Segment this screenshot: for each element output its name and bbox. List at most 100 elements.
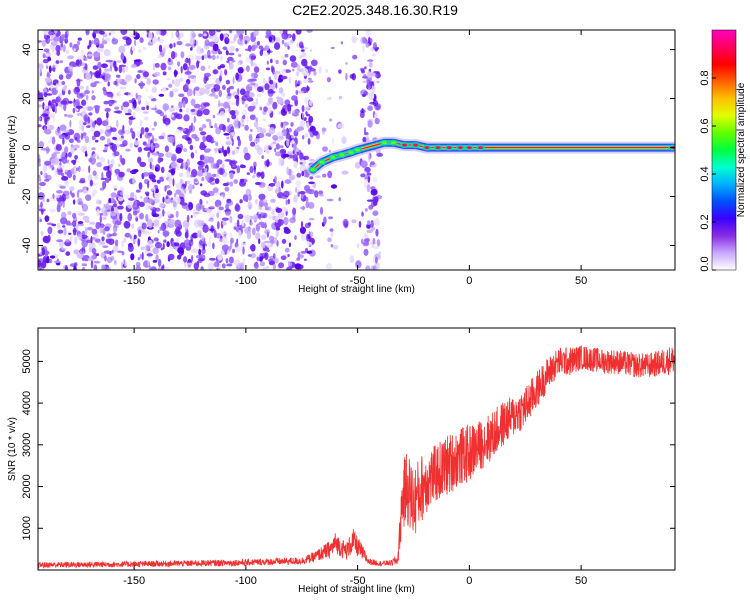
noise-speckle xyxy=(247,225,251,232)
noise-speckle xyxy=(38,66,43,74)
noise-speckle xyxy=(181,186,184,194)
noise-speckle xyxy=(85,150,88,157)
noise-speckle xyxy=(272,101,278,110)
noise-speckle xyxy=(280,158,284,161)
noise-speckle xyxy=(256,93,262,97)
noise-speckle xyxy=(67,55,75,60)
noise-speckle xyxy=(186,229,189,235)
noise-speckle xyxy=(128,99,134,104)
noise-speckle xyxy=(264,252,269,261)
noise-speckle xyxy=(66,114,74,118)
noise-speckle xyxy=(64,113,68,117)
noise-speckle xyxy=(182,100,186,108)
noise-speckle xyxy=(114,66,118,72)
spectrogram-y-axis-title: Frequency (Hz) xyxy=(7,116,18,185)
noise-speckle xyxy=(256,257,261,260)
noise-speckle xyxy=(40,147,48,151)
noise-speckle xyxy=(266,60,269,65)
noise-speckle xyxy=(371,53,376,57)
noise-speckle xyxy=(299,191,306,195)
noise-speckle xyxy=(292,154,298,162)
noise-speckle xyxy=(64,171,70,175)
noise-speckle xyxy=(375,256,378,264)
noise-speckle xyxy=(54,169,58,176)
noise-speckle xyxy=(229,30,232,34)
noise-speckle xyxy=(375,228,379,237)
noise-speckle xyxy=(125,37,132,46)
noise-speckle xyxy=(64,132,71,140)
noise-speckle xyxy=(102,213,106,220)
noise-speckle xyxy=(86,106,94,111)
noise-speckle xyxy=(274,147,277,153)
noise-speckle xyxy=(139,133,142,139)
noise-speckle xyxy=(283,216,289,226)
noise-speckle xyxy=(43,34,47,39)
noise-speckle xyxy=(49,103,56,110)
noise-speckle xyxy=(69,120,72,128)
noise-speckle xyxy=(318,66,322,74)
noise-speckle xyxy=(175,182,182,190)
noise-speckle xyxy=(130,253,135,261)
noise-speckle xyxy=(203,33,207,37)
colorbar: 0.0 0.2 0.4 0.6 0.8 Normalized spectral ampl… xyxy=(699,29,747,272)
noise-speckle xyxy=(202,108,210,116)
noise-speckle xyxy=(175,210,179,218)
noise-speckle xyxy=(127,201,133,209)
noise-speckle xyxy=(219,110,225,117)
noise-speckle xyxy=(89,179,93,187)
noise-speckle xyxy=(157,152,164,158)
noise-speckle xyxy=(170,105,174,108)
noise-speckle xyxy=(280,255,287,261)
noise-speckle xyxy=(188,64,196,70)
noise-speckle xyxy=(299,152,304,161)
noise-speckle xyxy=(150,139,153,144)
noise-speckle xyxy=(229,232,233,240)
noise-speckle xyxy=(370,265,374,270)
noise-speckle xyxy=(199,87,206,95)
noise-speckle xyxy=(213,229,217,239)
noise-speckle xyxy=(265,30,272,36)
noise-speckle xyxy=(79,177,86,184)
noise-speckle xyxy=(288,127,293,133)
noise-speckle xyxy=(300,44,305,49)
noise-speckle xyxy=(215,172,220,180)
noise-speckle xyxy=(310,59,318,67)
noise-speckle xyxy=(190,47,193,51)
noise-speckle xyxy=(158,93,165,97)
noise-speckle xyxy=(200,161,204,168)
noise-speckle xyxy=(141,251,144,261)
noise-speckle xyxy=(151,152,159,156)
noise-speckle xyxy=(165,195,169,200)
noise-speckle xyxy=(308,201,315,209)
noise-speckle xyxy=(255,45,258,49)
noise-speckle xyxy=(366,71,372,79)
noise-speckle xyxy=(105,118,109,123)
noise-speckle xyxy=(93,51,101,58)
noise-speckle xyxy=(75,224,79,230)
noise-speckle xyxy=(219,33,224,41)
noise-speckle xyxy=(266,249,270,253)
noise-speckle xyxy=(117,250,123,254)
noise-speckle xyxy=(38,177,42,182)
noise-speckle xyxy=(272,141,277,145)
noise-speckle xyxy=(294,263,302,270)
noise-speckle xyxy=(218,206,224,211)
noise-speckle xyxy=(227,118,230,123)
noise-speckle xyxy=(152,143,156,147)
noise-speckle xyxy=(301,111,306,119)
noise-speckle xyxy=(83,114,89,123)
noise-speckle xyxy=(199,154,202,162)
noise-speckle xyxy=(239,224,243,231)
noise-speckle xyxy=(223,101,230,109)
noise-speckle xyxy=(159,157,164,162)
noise-speckle xyxy=(61,176,69,181)
ridge-point-core xyxy=(339,153,345,157)
noise-speckle xyxy=(139,161,147,168)
noise-speckle xyxy=(113,259,117,265)
noise-speckle xyxy=(337,123,345,129)
noise-speckle xyxy=(342,218,349,227)
noise-speckle xyxy=(281,180,284,189)
noise-speckle xyxy=(250,141,256,147)
noise-speckle xyxy=(99,128,105,132)
noise-speckle xyxy=(92,153,100,159)
